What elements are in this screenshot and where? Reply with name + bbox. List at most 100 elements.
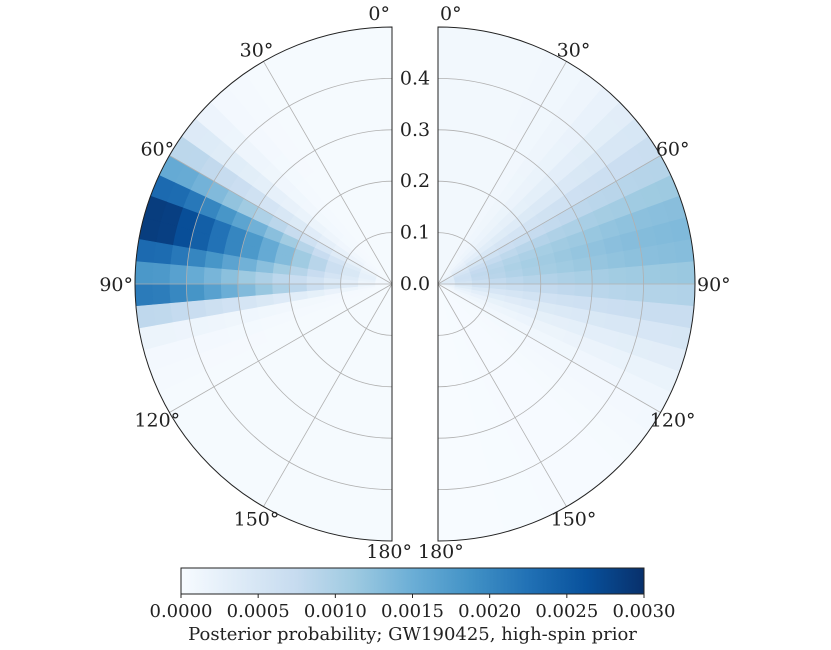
right-heatmap-cell bbox=[589, 253, 610, 271]
right-heatmap-cell bbox=[437, 369, 448, 388]
left-heatmap-cell bbox=[352, 486, 375, 507]
left-heatmap-cell bbox=[370, 505, 393, 525]
left-heatmap-cell bbox=[203, 250, 224, 270]
angular-tick-label: 150° bbox=[551, 509, 597, 531]
radial-tick-label: 0.1 bbox=[400, 222, 430, 244]
radial-tick-label: 0.3 bbox=[400, 119, 430, 141]
right-heatmap-cell bbox=[458, 519, 483, 541]
left-heatmap-cell bbox=[369, 26, 393, 46]
left-heatmap-cell bbox=[375, 95, 393, 114]
left-heatmap-cell bbox=[381, 163, 393, 182]
colorbar-tick-label: 0.0020 bbox=[458, 601, 521, 622]
right-heatmap-cell bbox=[657, 303, 678, 326]
right-heatmap-cell bbox=[449, 418, 466, 438]
left-heatmap-cell bbox=[350, 503, 373, 524]
angular-tick-label: 0° bbox=[440, 3, 462, 25]
left-heatmap-cell bbox=[376, 437, 393, 456]
left-heatmap-cell bbox=[379, 403, 393, 422]
polar-grid bbox=[135, 61, 695, 507]
right-heatmap-cell bbox=[455, 486, 478, 507]
right-heatmap-cell bbox=[657, 242, 678, 265]
radial-tick-label: 0.0 bbox=[400, 273, 430, 295]
left-heatmap-cell bbox=[220, 268, 239, 285]
right-heatmap-cell bbox=[437, 522, 461, 542]
right-heatmap-cell bbox=[437, 112, 454, 131]
angular-gridline bbox=[437, 283, 661, 413]
colorbar: 0.0000 0.0005 0.0010 0.0015 0.0020 0.0025 0.00… bbox=[150, 567, 676, 645]
right-heatmap-cell bbox=[591, 283, 610, 300]
angular-gridline bbox=[169, 283, 393, 413]
right-heatmap-cell bbox=[437, 505, 460, 525]
right-heatmap-cell bbox=[642, 264, 662, 285]
left-heatmap-cell bbox=[203, 283, 222, 301]
right-heatmap-cell bbox=[437, 60, 458, 80]
left-heatmap-cell bbox=[237, 283, 256, 298]
radial-tick-label: 0.2 bbox=[400, 170, 430, 192]
left-heatmap-cell bbox=[306, 276, 325, 285]
left-heatmap-cell bbox=[347, 27, 372, 49]
left-heatmap-cell bbox=[370, 43, 393, 63]
right-heatmap-cell bbox=[640, 244, 661, 267]
left-heatmap-cell bbox=[372, 60, 393, 80]
left-heatmap-cell bbox=[134, 283, 154, 307]
left-heatmap-cell bbox=[382, 369, 393, 388]
colorbar-label: Posterior probability; GW190425, high-sp… bbox=[188, 624, 637, 645]
right-heatmap-cell bbox=[606, 250, 627, 270]
right-heatmap-cell bbox=[437, 351, 446, 370]
colorbar-tick-label: 0.0030 bbox=[613, 601, 676, 622]
left-heatmap-cell bbox=[254, 271, 273, 285]
right-heatmap-cell bbox=[437, 454, 455, 473]
right-heatmap-cell bbox=[437, 43, 460, 63]
left-heatmap-cell bbox=[375, 454, 393, 473]
left-heatmap-cell bbox=[186, 300, 207, 321]
right-heatmap-cell bbox=[676, 283, 696, 307]
right-heatmap-cell bbox=[437, 420, 452, 439]
right-heatmap-cell bbox=[574, 283, 593, 298]
left-heatmap-cell bbox=[271, 273, 290, 285]
right-heatmap-cell bbox=[659, 262, 679, 285]
left-heatmap-cell bbox=[168, 264, 188, 285]
angular-tick-label: 30° bbox=[557, 39, 591, 61]
angular-tick-label: 180° bbox=[366, 541, 412, 563]
left-heatmap-cell bbox=[372, 488, 393, 508]
right-heatmap-cell bbox=[572, 256, 592, 273]
right-heatmap-cell bbox=[437, 471, 457, 490]
right-heatmap-cell bbox=[437, 488, 458, 508]
right-heatmap-cell bbox=[437, 129, 452, 148]
angular-tick-label: 120° bbox=[134, 410, 180, 432]
right-heatmap-cell bbox=[505, 276, 524, 285]
angular-gridline bbox=[169, 155, 393, 285]
left-heatmap-cell bbox=[361, 435, 379, 456]
left-heatmap-cell bbox=[364, 418, 381, 438]
colorbar-tick-label: 0.0000 bbox=[150, 601, 213, 622]
right-heatmap-cell bbox=[458, 27, 483, 49]
right-heatmap-cell bbox=[608, 267, 627, 285]
right-heatmap-cell bbox=[591, 268, 610, 285]
left-heatmap-cell bbox=[203, 267, 222, 285]
angular-tick-label: 90° bbox=[697, 274, 731, 296]
left-heatmap-cell bbox=[169, 301, 190, 324]
left-heatmap-cell bbox=[350, 44, 373, 65]
left-heatmap-cell bbox=[169, 244, 190, 267]
right-heatmap-cell bbox=[676, 261, 696, 285]
right-heatmap-cell bbox=[437, 26, 461, 46]
left-heatmap-cell bbox=[238, 256, 258, 273]
right-heatmap-cell bbox=[673, 239, 695, 264]
angular-gridline bbox=[263, 283, 393, 507]
angular-tick-label: 60° bbox=[140, 139, 174, 161]
left-heatmap-cell bbox=[376, 112, 393, 131]
right-heatmap-cell bbox=[557, 271, 576, 285]
right-heatmap-cell bbox=[640, 301, 661, 324]
left-heatmap-cell bbox=[373, 471, 393, 490]
right-heatmap-cell bbox=[457, 44, 480, 65]
left-heatmap-cell bbox=[220, 283, 239, 300]
colorbar-tick-label: 0.0005 bbox=[227, 601, 290, 622]
colorbar-tick-label: 0.0010 bbox=[304, 601, 367, 622]
radial-tick-label: 0.4 bbox=[400, 67, 430, 89]
angular-tick-label: 60° bbox=[656, 139, 690, 161]
left-heatmap-cell bbox=[379, 146, 393, 165]
right-heatmap-cell bbox=[523, 274, 542, 285]
angular-gridline bbox=[263, 61, 393, 285]
left-heatmap-cell bbox=[168, 283, 188, 304]
angular-gridline bbox=[437, 61, 567, 285]
